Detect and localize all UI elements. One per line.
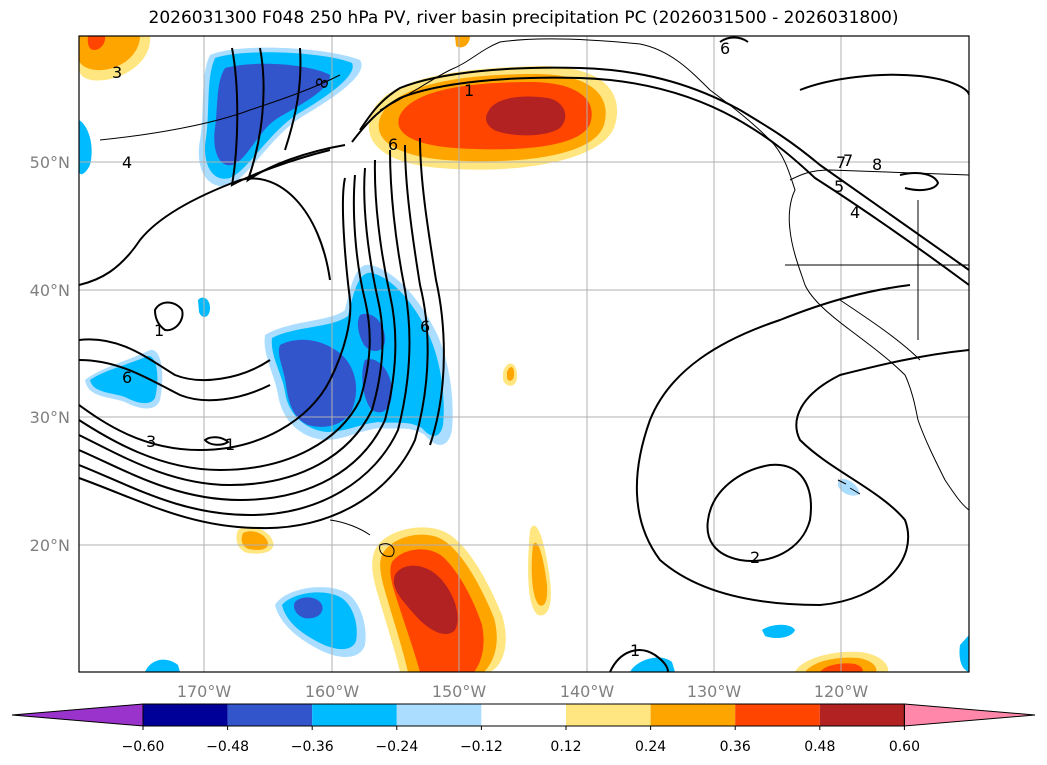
contour-label: 7 bbox=[843, 151, 853, 170]
contour-label: 6 bbox=[388, 135, 398, 154]
precip-region-gulf-alaska-max bbox=[486, 96, 566, 136]
precip-region-narrow-pos-mid bbox=[531, 542, 548, 606]
contour-label: 6 bbox=[122, 368, 132, 387]
contour-label: 8 bbox=[872, 155, 882, 174]
lat-tick-label: 20°N bbox=[30, 536, 70, 555]
lon-tick-label: 130°W bbox=[687, 682, 742, 701]
lon-tick-label: 140°W bbox=[560, 682, 615, 701]
precip-region-south-neg-dark bbox=[294, 597, 323, 619]
contour-label: 4 bbox=[850, 203, 860, 222]
precip-region-central-neg-dark2 bbox=[357, 313, 385, 352]
contour-label: 1 bbox=[225, 435, 235, 454]
contour-label: 1 bbox=[630, 641, 640, 660]
colorbar-segment bbox=[819, 704, 905, 726]
colorbar-tick-label: −0.48 bbox=[206, 739, 249, 755]
colorbar-tick-label: 0.60 bbox=[889, 739, 920, 755]
contour-label: 6 bbox=[420, 317, 430, 336]
colorbar-segment bbox=[481, 704, 566, 726]
contour-label: 3 bbox=[146, 432, 156, 451]
contour-labels: 1 8 6 6 4 6 3 1 7 6 1 2 7 8 5 4 3 1 bbox=[112, 39, 882, 660]
colorbar-extend-low bbox=[11, 703, 144, 727]
map-title: 2026031300 F048 250 hPa PV, river basin … bbox=[148, 8, 899, 28]
precip-shading bbox=[79, 36, 969, 672]
precip-region-top-center bbox=[455, 36, 470, 48]
colorbar-extend-high bbox=[903, 703, 1036, 727]
contour-label: 6 bbox=[720, 39, 730, 58]
precip-region-top-left-high bbox=[87, 36, 106, 50]
colorbar-segment bbox=[312, 704, 397, 726]
contour-label: 7 bbox=[836, 153, 846, 172]
colorbar-tick-label: −0.60 bbox=[122, 739, 165, 755]
colorbar-tick-label: 0.36 bbox=[720, 739, 751, 755]
colorbar-segment bbox=[650, 704, 736, 726]
precip-region-central-neg-dark bbox=[278, 339, 357, 427]
pv-contours bbox=[79, 36, 969, 672]
map-frame bbox=[78, 35, 970, 673]
lat-tick-label: 50°N bbox=[30, 153, 70, 172]
precip-region-left-edge-neg bbox=[79, 120, 92, 175]
contour-label: 3 bbox=[112, 63, 122, 82]
lon-tick-label: 170°W bbox=[177, 682, 232, 701]
colorbar-segment bbox=[143, 704, 228, 726]
precip-region-south-neg-4 bbox=[762, 624, 795, 638]
latitude-labels: 50°N 40°N 30°N 20°N bbox=[30, 153, 70, 555]
precip-region-west-neg-mid bbox=[90, 355, 158, 404]
colorbar-tick-label: −0.24 bbox=[375, 739, 418, 755]
contour-label: 1 bbox=[464, 81, 474, 100]
colorbar: −0.60 −0.48 −0.36 −0.24 −0.12 0.12 0.24 0.36 0.4… bbox=[11, 703, 1036, 755]
colorbar-tick-label: −0.12 bbox=[460, 739, 503, 755]
colorbar-segment bbox=[735, 704, 820, 726]
colorbar-tick-label: −0.36 bbox=[291, 739, 334, 755]
graticule bbox=[79, 36, 969, 672]
lon-tick-label: 150°W bbox=[432, 682, 487, 701]
contour-label: 5 bbox=[834, 177, 844, 196]
coastlines bbox=[99, 38, 969, 557]
lat-tick-label: 40°N bbox=[30, 281, 70, 300]
colorbar-tick-label: 0.12 bbox=[550, 739, 581, 755]
colorbar-frame bbox=[142, 703, 905, 727]
precip-region-hawaii-pos-max bbox=[393, 565, 458, 635]
precip-region-south-neg-2 bbox=[145, 659, 180, 672]
lat-tick-label: 30°N bbox=[30, 408, 70, 427]
precip-region-aleutian-neg-dark bbox=[214, 63, 330, 166]
contour-label: 4 bbox=[122, 153, 132, 172]
contour-label: 1 bbox=[154, 321, 164, 340]
longitude-labels: 170°W 160°W 150°W 140°W 130°W 120°W bbox=[177, 682, 869, 701]
contour-label: 2 bbox=[750, 548, 760, 567]
precip-region-right-edge-neg bbox=[959, 635, 969, 672]
lon-tick-label: 120°W bbox=[814, 682, 869, 701]
lon-tick-label: 160°W bbox=[305, 682, 360, 701]
colorbar-tick-label: 0.48 bbox=[804, 739, 835, 755]
precip-region-tiny-pos-mid bbox=[507, 367, 515, 381]
colorbar-tick-label: 0.24 bbox=[635, 739, 666, 755]
colorbar-segment bbox=[566, 704, 651, 726]
colorbar-segment bbox=[227, 704, 313, 726]
colorbar-segment bbox=[396, 704, 482, 726]
